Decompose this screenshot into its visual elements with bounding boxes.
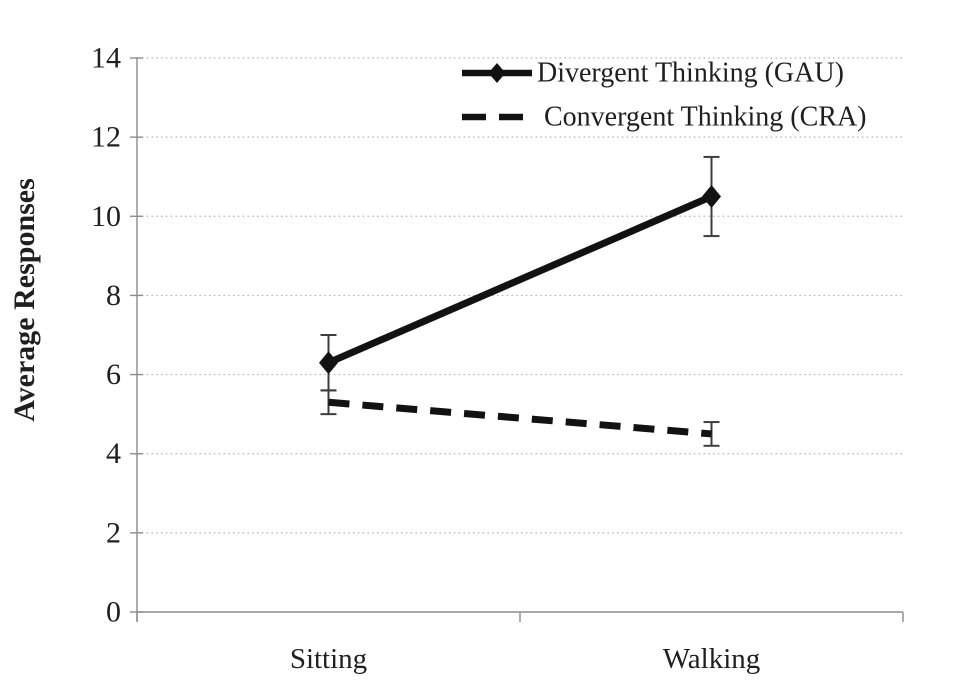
y-tick-label: 8 xyxy=(106,279,121,312)
y-axis-title: Average Responses xyxy=(8,178,41,422)
y-tick-label: 6 xyxy=(106,358,121,391)
legend-label: Divergent Thinking (GAU) xyxy=(537,58,844,89)
x-category-label: Sitting xyxy=(290,643,367,675)
diamond-marker xyxy=(319,351,338,375)
diamond-marker xyxy=(488,63,506,83)
x-category-label: Walking xyxy=(663,643,761,675)
y-tick-label: 14 xyxy=(91,42,121,75)
legend: Divergent Thinking (GAU) Convergent Think… xyxy=(462,58,867,133)
legend-label: Convergent Thinking (CRA) xyxy=(544,102,867,133)
legend-entry: Divergent Thinking (GAU) xyxy=(462,58,844,89)
y-tick-label: 2 xyxy=(106,516,121,549)
y-tick-label: 0 xyxy=(106,596,121,629)
y-tick-label: 12 xyxy=(91,121,121,154)
legend-entry: Convergent Thinking (CRA) xyxy=(462,102,867,133)
series-line-divergent-thinking-gau xyxy=(327,193,713,366)
diamond-marker xyxy=(702,185,721,208)
y-tick-label: 4 xyxy=(106,437,121,470)
y-tick-label: 10 xyxy=(91,200,121,233)
series-line-convergent-thinking-cra xyxy=(328,398,712,438)
